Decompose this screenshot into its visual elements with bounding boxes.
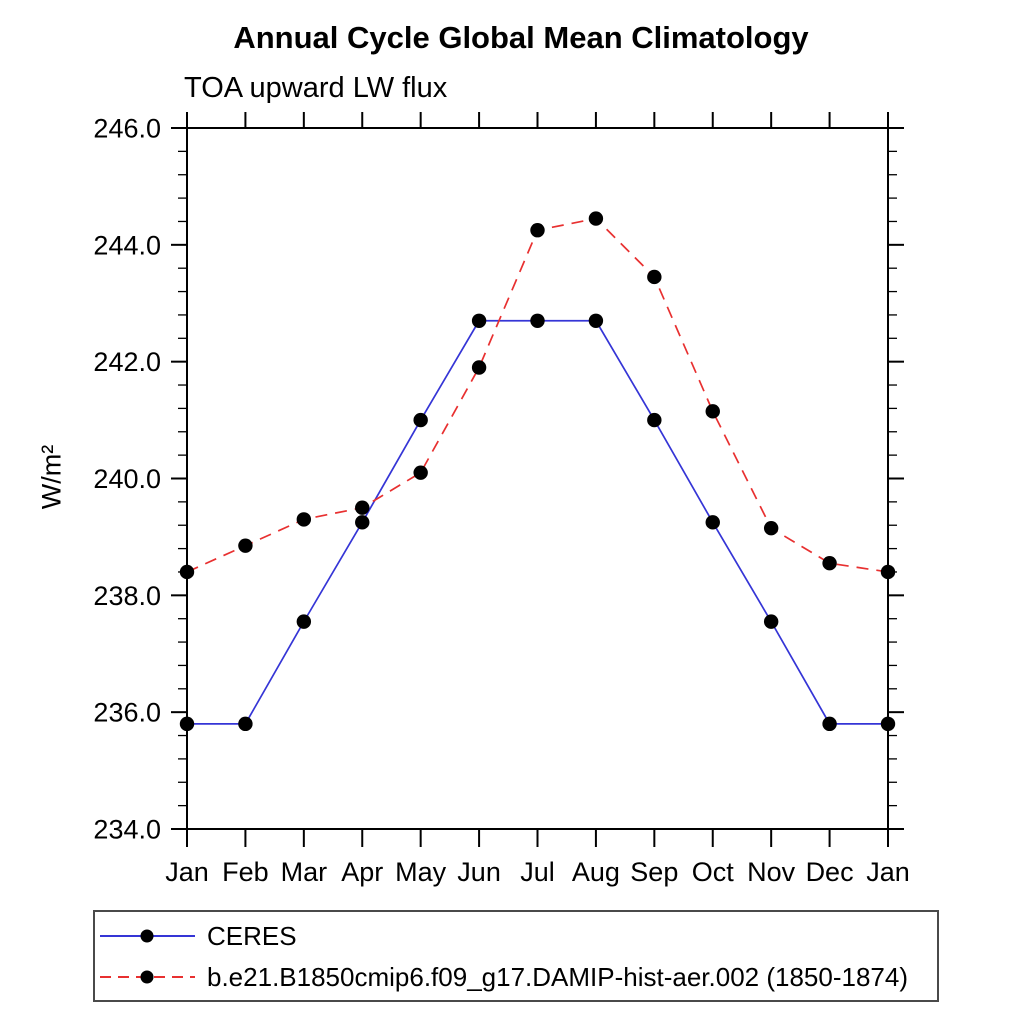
x-tick-label: Oct — [692, 857, 735, 887]
data-point-series-1 — [355, 500, 370, 515]
series-line-0 — [187, 319, 888, 725]
data-point-series-0 — [763, 614, 779, 629]
y-tick-label: 244.0 — [93, 230, 161, 260]
legend-entry-ceres: CERES — [100, 922, 297, 950]
data-point-series-0 — [471, 313, 487, 328]
data-point-series-1 — [530, 223, 545, 238]
data-point-series-1 — [880, 564, 896, 580]
data-point-series-0 — [705, 515, 720, 530]
data-point-series-1 — [763, 520, 779, 536]
x-tick-label: Jan — [165, 857, 209, 887]
data-point-series-1 — [238, 538, 253, 553]
x-tick-label: Feb — [222, 857, 269, 887]
legend-marker-dot — [140, 970, 154, 984]
chart-title: Annual Cycle Global Mean Climatology — [233, 20, 809, 55]
data-point-series-1 — [471, 360, 487, 375]
legend-line-sample-dashed — [100, 970, 195, 984]
legend-label-ceres: CERES — [207, 921, 297, 951]
chart-left-subtitle: TOA upward LW flux — [184, 72, 448, 104]
x-tick-label: Aug — [572, 857, 620, 887]
y-tick-label: 242.0 — [93, 347, 161, 377]
data-point-series-1 — [588, 211, 604, 226]
x-tick-label: Dec — [806, 857, 854, 887]
series-line-1 — [186, 217, 889, 573]
y-tick-label: 246.0 — [93, 114, 161, 144]
y-tick-label: 236.0 — [93, 698, 161, 728]
legend-marker-dot — [140, 929, 154, 943]
data-point-series-0 — [822, 716, 837, 732]
x-tick-label: Apr — [341, 857, 383, 887]
data-point-series-0 — [238, 716, 253, 732]
data-point-series-1 — [179, 564, 195, 580]
data-point-series-0 — [880, 716, 896, 732]
x-tick-label: Jul — [520, 857, 555, 887]
data-point-series-0 — [647, 412, 662, 428]
legend-box: CERES b.e21.B1850cmip6.f09_g17.DAMIP-his… — [93, 910, 939, 1002]
legend-entry-model: b.e21.B1850cmip6.f09_g17.DAMIP-hist-aer.… — [100, 963, 908, 991]
data-point-series-0 — [355, 515, 370, 530]
data-point-series-1 — [647, 269, 662, 285]
x-tick-label: Sep — [630, 857, 678, 887]
x-tick-label: May — [395, 857, 447, 887]
x-tick-label: Jun — [457, 857, 501, 887]
y-tick-label: 240.0 — [93, 464, 161, 494]
data-point-series-0 — [413, 412, 428, 428]
data-point-series-0 — [530, 313, 545, 328]
data-point-series-1 — [296, 512, 312, 527]
x-tick-label: Nov — [747, 857, 796, 887]
data-point-series-0 — [179, 716, 195, 732]
y-tick-label: 238.0 — [93, 581, 161, 611]
data-point-series-0 — [296, 614, 312, 629]
y-tick-label: 234.0 — [93, 815, 161, 845]
x-tick-label: Mar — [281, 857, 328, 887]
data-point-series-1 — [413, 465, 428, 480]
data-point-series-1 — [705, 404, 720, 419]
x-tick-label: Jan — [866, 857, 910, 887]
legend-label-model: b.e21.B1850cmip6.f09_g17.DAMIP-hist-aer.… — [207, 962, 908, 992]
data-point-series-0 — [588, 313, 604, 328]
legend-line-sample-solid — [100, 929, 195, 943]
data-point-series-1 — [822, 556, 837, 571]
